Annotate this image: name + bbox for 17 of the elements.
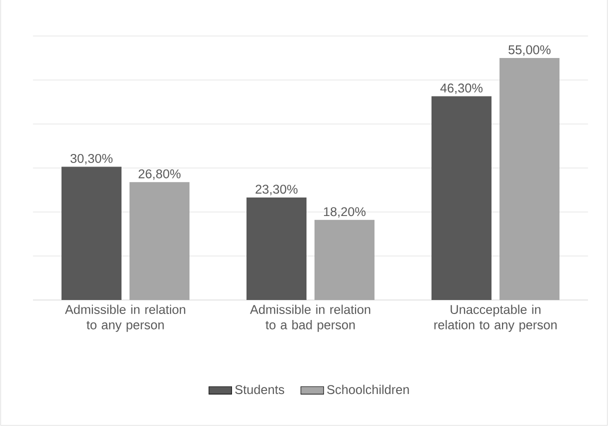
bar [62,166,122,300]
bar [314,220,374,300]
legend-label: Students [235,384,284,394]
data-label: 55,00% [508,45,551,56]
x-tick-label: Admissible in relation to any person [64,304,186,332]
data-label: 46,30% [440,84,483,94]
data-label: 23,30% [256,184,298,196]
bar [130,182,190,300]
bar [246,197,306,300]
bar [500,58,560,300]
x-tick-label: Admissible in relation to a bad person [250,304,370,332]
x-tick-label: Unacceptable in relation to any person [434,304,557,332]
legend-label: Schoolchildren [327,384,409,394]
data-label: 18,20% [324,207,366,218]
data-label: 30,30% [70,154,113,164]
bar [432,96,492,300]
data-label: 26,80% [138,169,181,180]
